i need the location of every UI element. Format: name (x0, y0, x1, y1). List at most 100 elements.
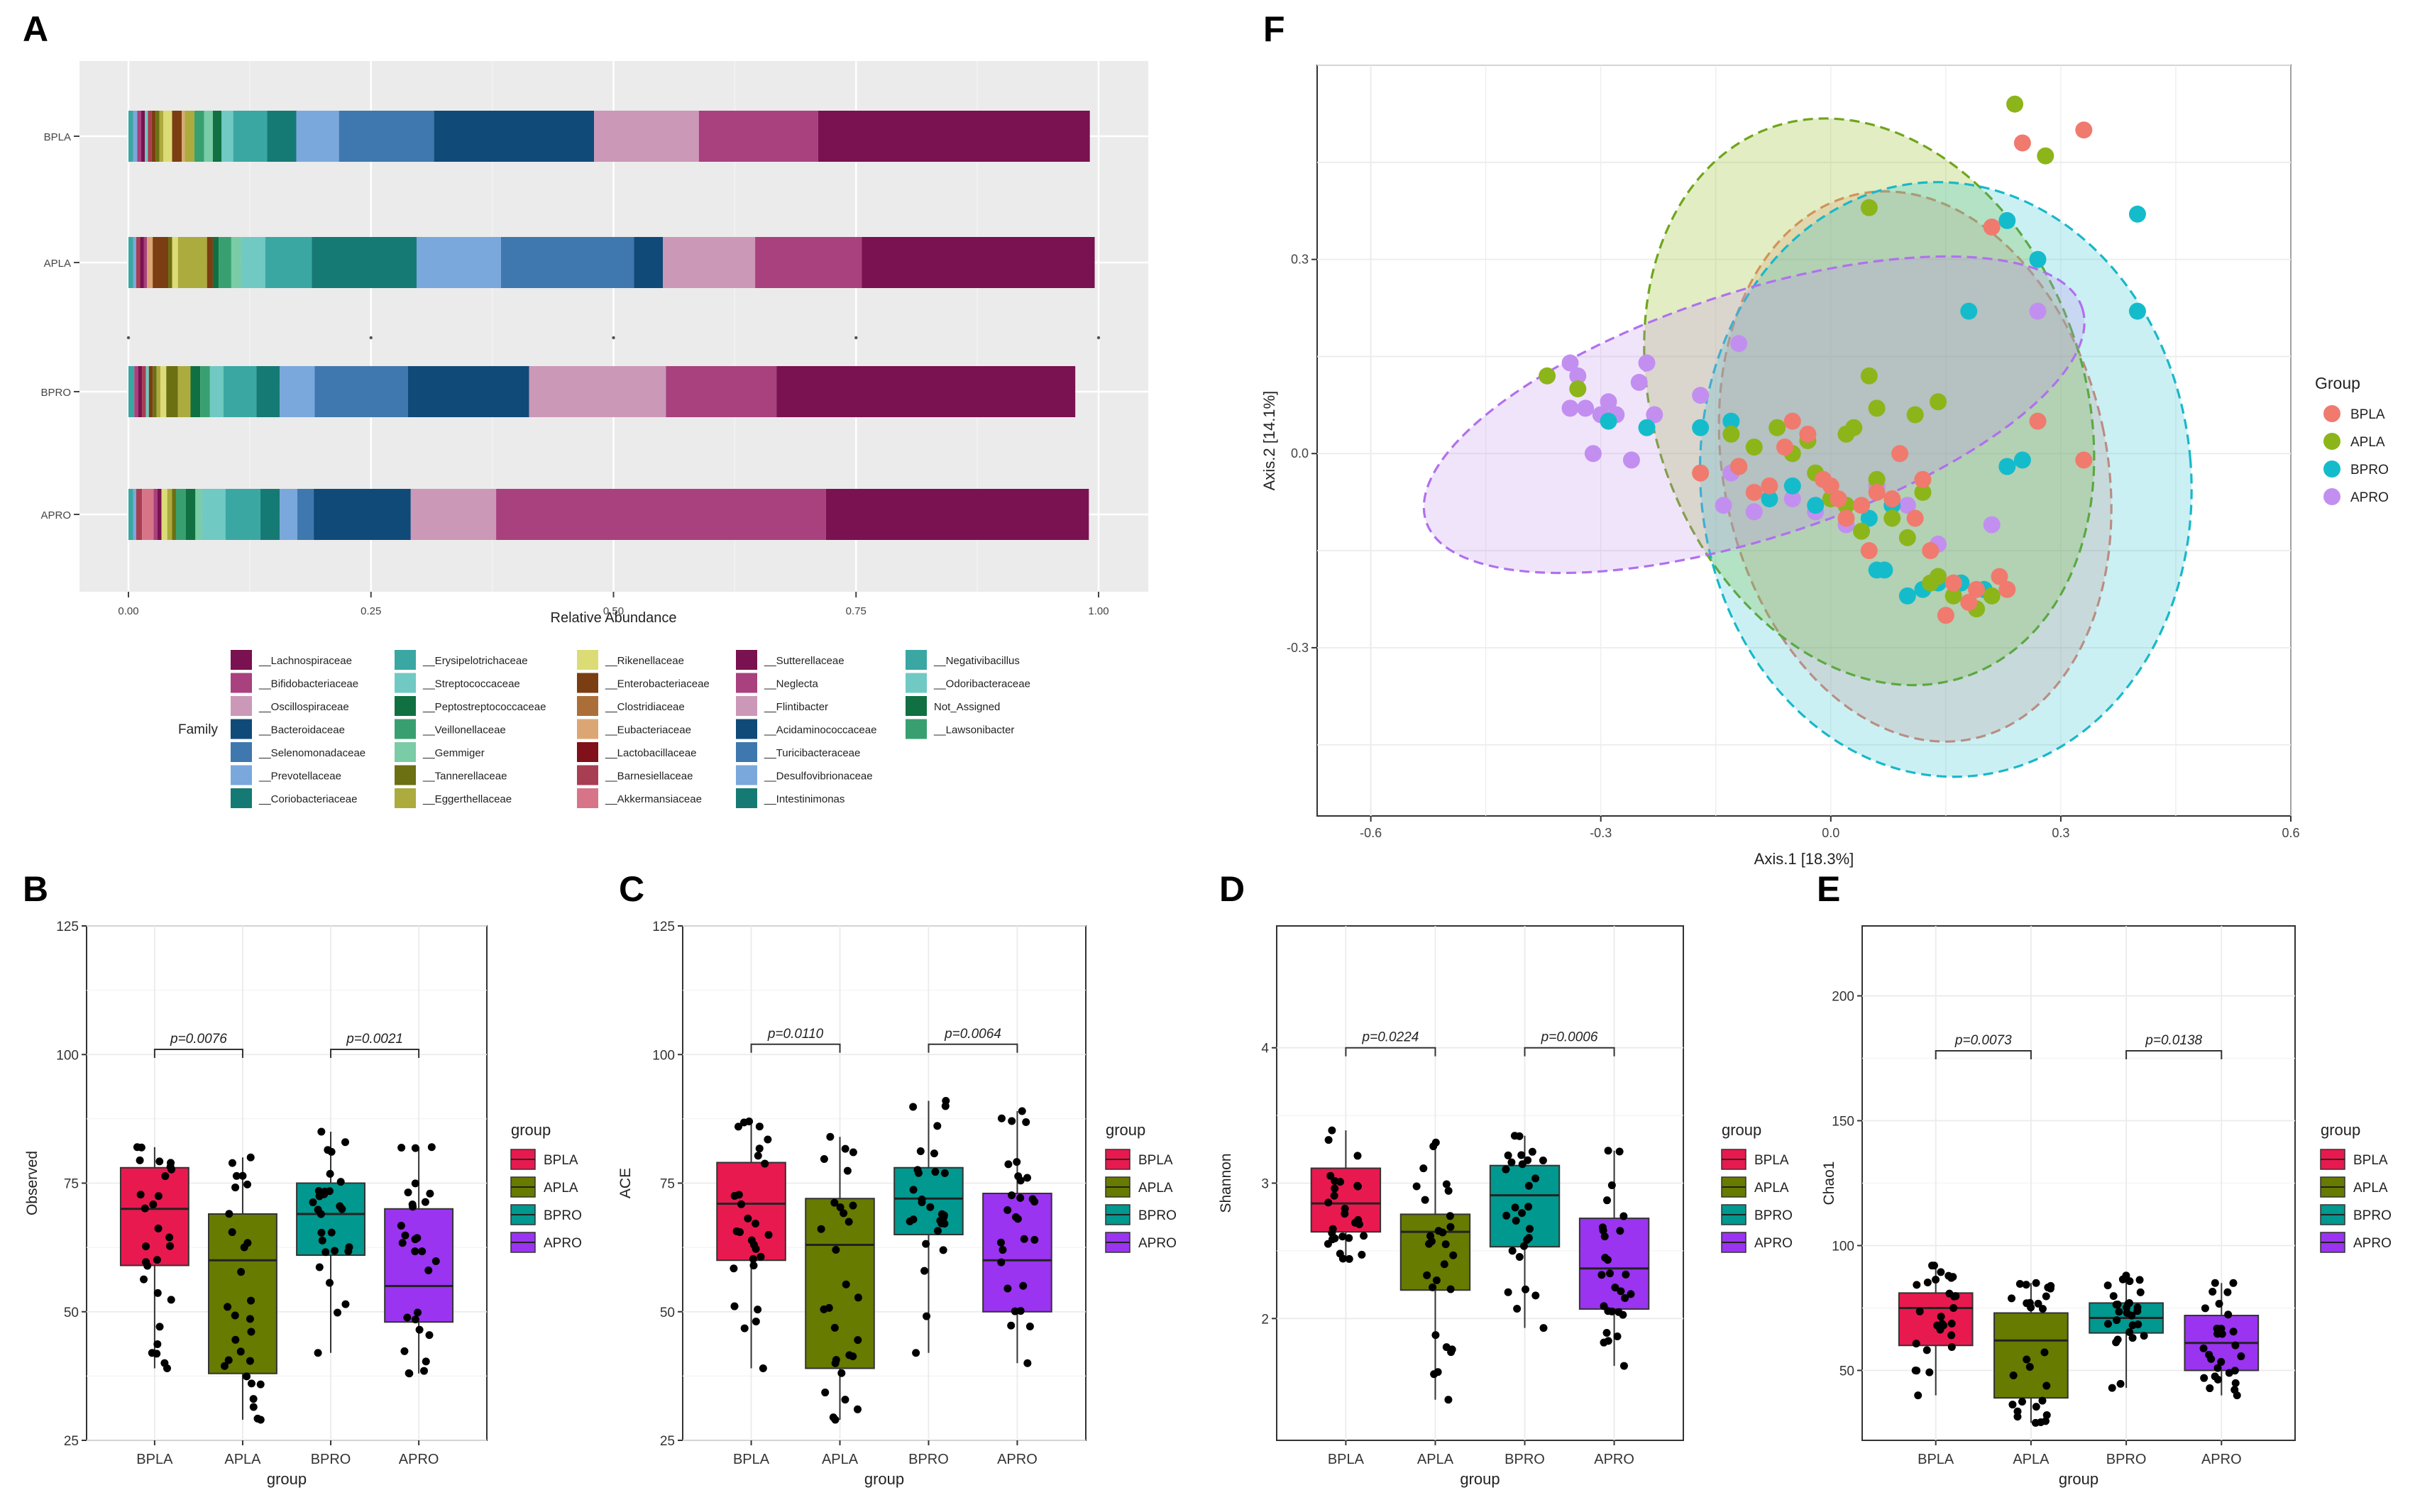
bar-segment-apla (755, 237, 862, 288)
bar-segment-apla (212, 237, 219, 288)
significance-bracket (1524, 1047, 1615, 1056)
data-point-apla (231, 1311, 239, 1320)
y-axis-title: Axis.2 [14.1%] (1260, 391, 1278, 491)
data-point-apla (1429, 1142, 1438, 1151)
separator-dot (612, 336, 615, 340)
point-bpla (2013, 134, 2031, 152)
point-apla (1853, 522, 1871, 540)
legend-swatch (577, 765, 598, 785)
data-point-bpla (1949, 1304, 1958, 1313)
bar-segment-bpla (204, 111, 213, 162)
legend-title: group (511, 1121, 551, 1139)
data-point-bpro (2113, 1316, 2121, 1325)
x-tick-label: APRO (399, 1452, 439, 1467)
legend-swatch (395, 742, 416, 762)
data-point-bpla (154, 1192, 163, 1201)
legend-marker-apro (2323, 488, 2340, 505)
data-point-bpla (161, 1172, 170, 1181)
data-point-apro (414, 1308, 422, 1317)
data-point-bpla (1324, 1136, 1333, 1144)
y-tick-label: 50 (64, 1306, 79, 1320)
significance-bracket (330, 1049, 420, 1058)
y-tick-label: 100 (1832, 1239, 1854, 1254)
legend-label: APLA (2350, 435, 2385, 450)
data-point-apla (256, 1380, 265, 1389)
ellipse-bpla (1717, 190, 2113, 743)
legend-label: APRO (1754, 1236, 1793, 1251)
data-point-bpla (739, 1118, 748, 1127)
data-point-apro (1617, 1287, 1625, 1296)
data-point-bpla (737, 1200, 746, 1208)
legend-label: __Coriobacteriaceae (258, 793, 357, 805)
data-point-bpla (744, 1214, 752, 1223)
bar-segment-apla (663, 237, 756, 288)
data-point-bpla (1358, 1250, 1366, 1259)
x-axis-title: group (864, 1470, 904, 1488)
data-point-bpla (1324, 1240, 1332, 1248)
data-point-apla (842, 1280, 850, 1288)
data-point-apro (405, 1369, 413, 1377)
bar-segment-bpro (142, 366, 146, 417)
legend-title: group (1106, 1121, 1145, 1139)
data-point-bpla (736, 1228, 744, 1237)
bar-segment-bpla (172, 111, 182, 162)
bar-segment-bpla (339, 111, 434, 162)
point-bpro (1807, 497, 1825, 514)
data-point-bpro (939, 1246, 947, 1254)
x-axis-title: Axis.1 [18.3%] (1754, 850, 1854, 868)
data-point-bpla (1923, 1278, 1932, 1286)
bar-segment-bpro (148, 366, 153, 417)
point-apla (1944, 587, 1962, 605)
data-point-apro (1008, 1191, 1016, 1200)
legend-swatch (577, 719, 598, 739)
data-point-apla (854, 1336, 862, 1345)
point-bpla (1960, 594, 1978, 612)
data-point-apro (1619, 1212, 1628, 1220)
data-point-bpro (314, 1349, 322, 1357)
data-point-bpro (1539, 1324, 1548, 1332)
data-point-bpla (153, 1340, 162, 1348)
data-point-bpro (2103, 1281, 2112, 1290)
point-apro (1730, 335, 1748, 353)
legend-swatch (231, 742, 252, 762)
data-point-apro (418, 1247, 427, 1256)
y-tick-label: 100 (56, 1048, 79, 1063)
bar-segment-bpla (594, 111, 699, 162)
data-point-bpla (1328, 1225, 1337, 1233)
point-apro (1646, 406, 1663, 424)
legend-title: Family (178, 722, 218, 737)
data-point-bpro (314, 1205, 322, 1214)
point-apro (1983, 516, 2001, 534)
data-point-bpla (749, 1254, 757, 1263)
data-point-bpro (317, 1228, 326, 1237)
point-bpla (1868, 483, 1886, 501)
point-apla (1837, 425, 1855, 443)
legend-label: __Lachnospiraceae (258, 655, 352, 667)
panel-label-c: C (619, 869, 644, 909)
x-tick-label: 0.3 (2052, 826, 2069, 840)
data-point-apla (247, 1296, 255, 1305)
y-tick-label: BPLA (44, 131, 71, 143)
data-point-bpla (734, 1122, 742, 1131)
data-point-apla (253, 1414, 262, 1423)
y-tick-label: 50 (660, 1306, 675, 1320)
legend-label: __Bacteroidaceae (258, 724, 345, 736)
legend-label: __Desulfovibrionaceae (764, 771, 873, 783)
legend-swatch (736, 696, 757, 716)
legend-label: __Intestinimonas (764, 793, 845, 805)
bar-segment-apla (177, 237, 207, 288)
data-point-apro (408, 1201, 417, 1209)
panel-label-d: D (1219, 869, 1245, 909)
bar-segment-apla (146, 237, 153, 288)
data-point-apla (1444, 1396, 1453, 1404)
y-tick-label: 4 (1261, 1042, 1269, 1056)
ellipse-bpro (1698, 181, 2193, 778)
data-point-apro (1600, 1338, 1608, 1347)
point-apla (1768, 419, 1786, 436)
y-tick-label: APRO (40, 509, 71, 522)
legend-title: group (1722, 1121, 1761, 1139)
data-point-apro (1011, 1213, 1020, 1221)
data-point-apro (397, 1143, 406, 1152)
data-point-bpro (344, 1247, 353, 1256)
legend-swatch (736, 765, 757, 785)
